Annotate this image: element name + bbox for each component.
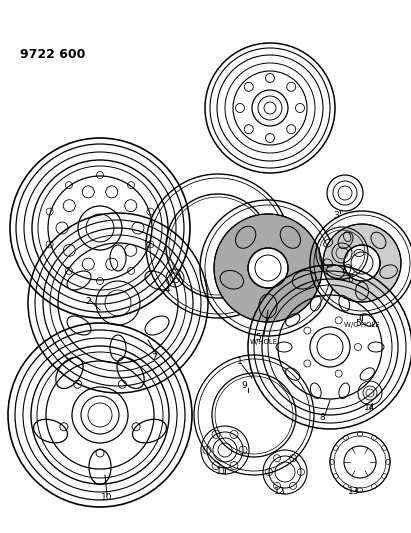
Circle shape bbox=[248, 248, 288, 288]
Text: 12: 12 bbox=[274, 488, 286, 497]
Circle shape bbox=[214, 214, 322, 322]
Circle shape bbox=[323, 224, 401, 302]
Text: 13: 13 bbox=[348, 488, 360, 497]
Text: 7: 7 bbox=[151, 353, 157, 362]
Text: W/O HOLE: W/O HOLE bbox=[344, 322, 380, 328]
Text: 3: 3 bbox=[333, 211, 339, 220]
Text: 11: 11 bbox=[216, 467, 228, 477]
Text: 10: 10 bbox=[101, 494, 113, 503]
Text: W/HOLE: W/HOLE bbox=[250, 339, 278, 345]
Text: 9: 9 bbox=[241, 382, 247, 391]
Circle shape bbox=[344, 245, 380, 281]
Text: 1: 1 bbox=[237, 358, 243, 367]
Text: 9722 600: 9722 600 bbox=[20, 49, 85, 61]
Text: 2: 2 bbox=[85, 297, 91, 306]
Text: 5: 5 bbox=[255, 334, 261, 343]
Text: 5: 5 bbox=[355, 319, 361, 327]
Text: 14: 14 bbox=[364, 403, 376, 413]
Text: 6: 6 bbox=[347, 276, 353, 285]
Text: 4: 4 bbox=[164, 286, 170, 295]
Text: 8: 8 bbox=[319, 414, 325, 423]
